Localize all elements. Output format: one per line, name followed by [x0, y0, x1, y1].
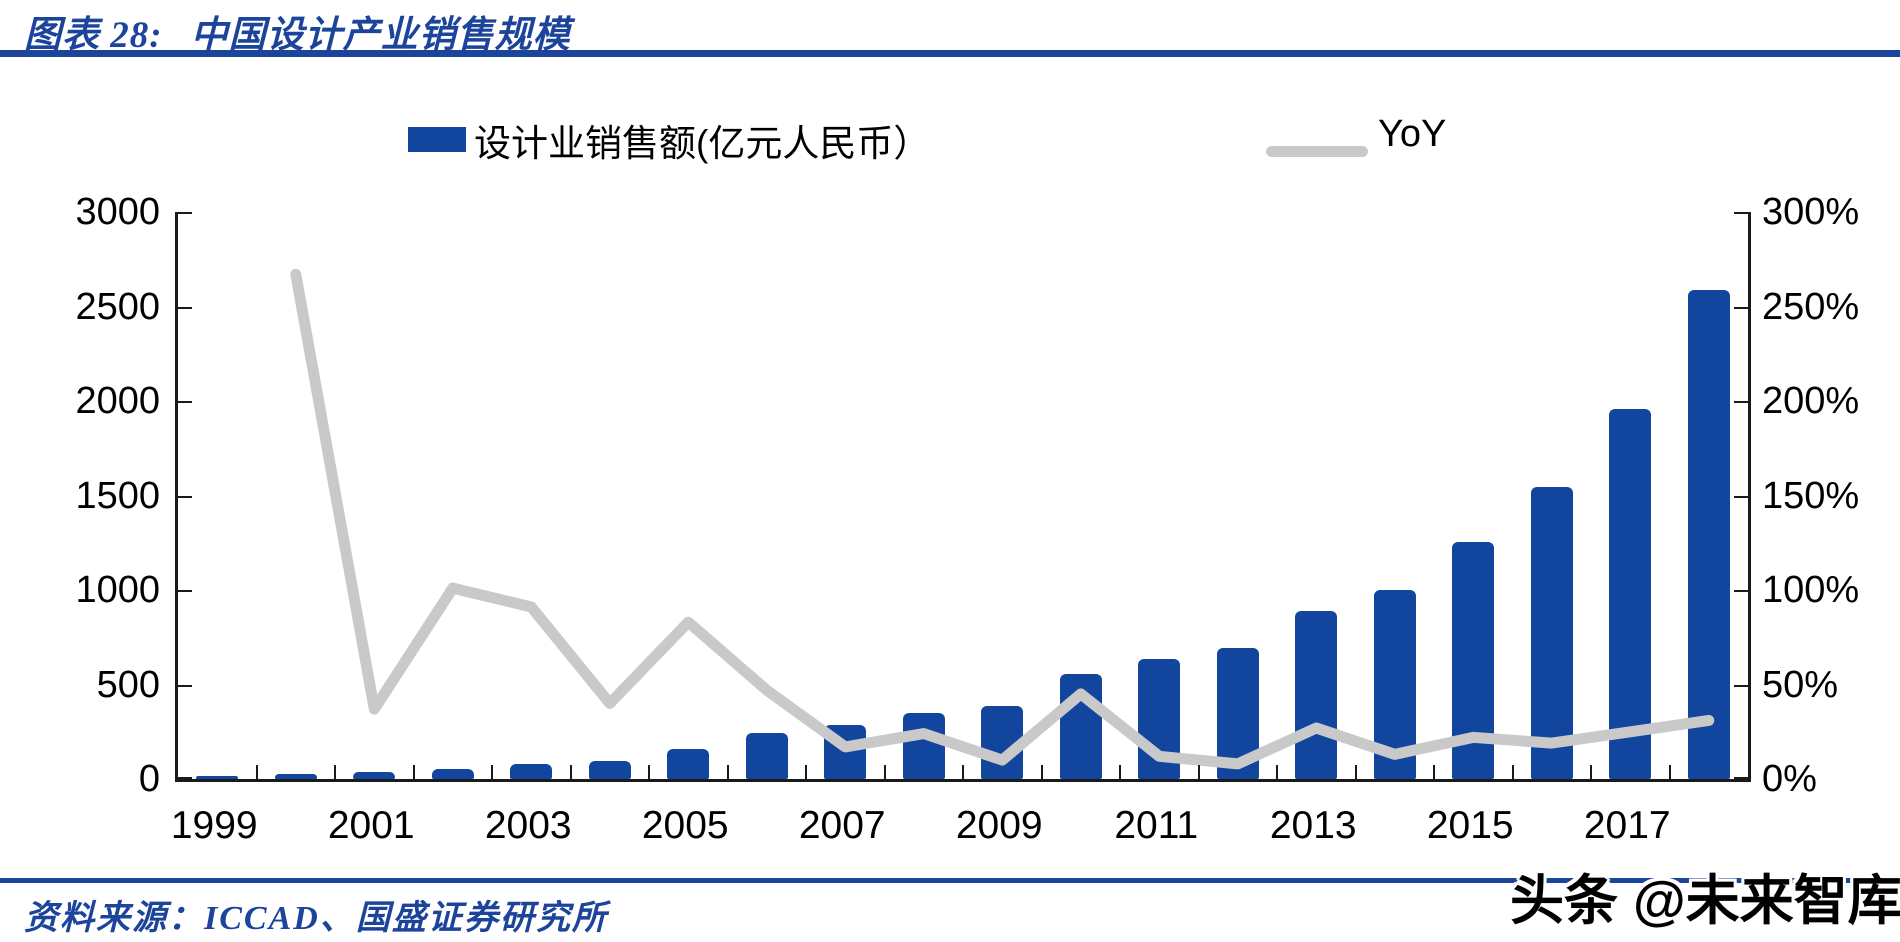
x-axis-tick [1355, 765, 1357, 779]
x-axis-tick [962, 765, 964, 779]
left-axis-tick [178, 590, 192, 592]
bar-2004 [588, 761, 631, 779]
source-note: 资料来源：ICCAD、国盛证券研究所 [24, 890, 608, 939]
left-axis-label-1500: 1500 [75, 474, 160, 517]
bar-2013 [1295, 610, 1338, 779]
footer-divider [0, 878, 1900, 883]
left-axis-tick [178, 307, 192, 309]
bar-2008 [902, 712, 945, 779]
right-axis-tick [1734, 777, 1748, 779]
x-axis-label-2003: 2003 [484, 804, 572, 847]
bar-2017 [1609, 408, 1652, 779]
right-axis-label-0%: 0% [1762, 758, 1817, 800]
x-axis-label-2001: 2001 [327, 804, 415, 847]
right-axis-tick [1734, 212, 1748, 214]
x-axis-tick [334, 765, 336, 779]
x-axis-tick [1590, 765, 1592, 779]
figure-title: 中国设计产业销售规模 [190, 15, 571, 56]
right-axis-tick [1734, 307, 1748, 309]
legend-line-label: YoY [1378, 113, 1447, 155]
right-axis-tick [1734, 401, 1748, 403]
left-axis-tick [178, 212, 192, 214]
left-axis-tick [178, 685, 192, 687]
x-axis-label-2005: 2005 [641, 804, 729, 847]
source-text: ICCAD、国盛证券研究所 [204, 900, 608, 937]
yoy-line [290, 268, 1715, 770]
legend-bar-label: 设计业销售额(亿元人民币） [474, 123, 931, 164]
header-divider [0, 50, 1900, 57]
yoy-line-layer [290, 268, 1715, 770]
x-axis-tick [805, 765, 807, 779]
left-axis-label-1000: 1000 [75, 569, 160, 611]
x-axis-label-2017: 2017 [1583, 804, 1671, 847]
bar-1999 [196, 776, 239, 779]
right-axis-label-100%: 100% [1762, 569, 1860, 611]
bar-2006 [745, 732, 788, 779]
bar-2000 [274, 774, 317, 779]
bar-2001 [353, 772, 396, 779]
figure-label: 图表 28: [24, 15, 163, 56]
x-axis-tick [413, 765, 415, 779]
left-axis-label-3000: 3000 [75, 191, 160, 233]
right-axis-label-50%: 50% [1762, 663, 1839, 706]
x-axis-tick [1433, 765, 1435, 779]
x-axis-tick [1669, 765, 1671, 779]
x-axis-tick [491, 765, 493, 779]
left-axis-tick [178, 496, 192, 498]
x-axis-label-2013: 2013 [1269, 804, 1357, 847]
left-axis-label-2000: 2000 [75, 380, 160, 422]
chart-plot-area [175, 212, 1751, 782]
right-axis-label-300%: 300% [1762, 191, 1860, 233]
right-axis-label-250%: 250% [1762, 285, 1860, 328]
x-axis-tick [884, 765, 886, 779]
x-axis-tick [1276, 765, 1278, 779]
right-axis-label-200%: 200% [1762, 380, 1860, 422]
x-axis-tick [1198, 765, 1200, 779]
x-axis-label-2015: 2015 [1426, 804, 1514, 847]
source-label: 资料来源： [24, 900, 204, 937]
left-axis-label-500: 500 [96, 663, 160, 706]
x-axis-label-2011: 2011 [1114, 804, 1199, 847]
x-axis-label-2007: 2007 [798, 804, 886, 847]
right-axis-tick [1734, 685, 1748, 687]
page-title: 图表 28: 中国设计产业销售规模 [24, 4, 571, 58]
left-axis-label-2500: 2500 [75, 285, 160, 328]
legend-line-swatch [1266, 146, 1368, 157]
right-axis-tick [1734, 496, 1748, 498]
bar-2018 [1687, 289, 1730, 779]
x-axis-label-1999: 1999 [170, 804, 258, 847]
x-axis-tick [1041, 765, 1043, 779]
x-axis-label-2009: 2009 [955, 804, 1043, 847]
x-axis-tick [570, 765, 572, 779]
x-axis-tick [1512, 765, 1514, 779]
bar-2016 [1530, 487, 1573, 779]
watermark: 头条 @未来智库 [1510, 871, 1900, 931]
right-axis-label-150%: 150% [1762, 474, 1860, 517]
x-axis-tick [727, 765, 729, 779]
x-axis-tick [648, 765, 650, 779]
left-axis-label-0: 0 [138, 758, 160, 800]
bar-2005 [667, 748, 710, 779]
left-axis-tick [178, 401, 192, 403]
bar-2002 [431, 768, 474, 779]
right-axis-tick [1734, 590, 1748, 592]
x-axis-tick [1119, 765, 1121, 779]
x-axis-tick [256, 765, 258, 779]
left-axis-tick [178, 777, 192, 779]
legend-bar-swatch [408, 127, 466, 152]
bar-2003 [510, 763, 553, 779]
